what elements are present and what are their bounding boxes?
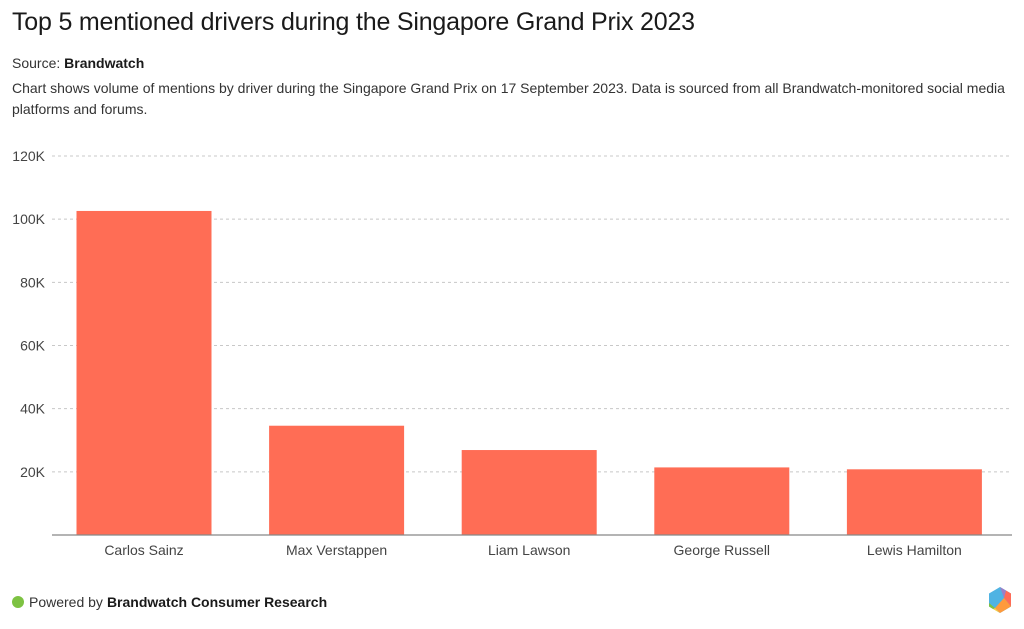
- y-tick-label: 120K: [12, 148, 45, 164]
- bar-chart: 20K 40K 60K 80K 100K 120K Carlos Sainz Max Ver…: [12, 148, 1012, 558]
- y-tick-label: 80K: [20, 274, 46, 290]
- bar-carlos-sainz[interactable]: [76, 210, 212, 535]
- status-dot-icon: [12, 596, 24, 608]
- powered-by-name: Brandwatch Consumer Research: [106, 594, 328, 610]
- bars: [76, 210, 982, 535]
- x-tick-label: Carlos Sainz: [104, 542, 183, 558]
- y-tick-label: 40K: [20, 401, 46, 417]
- y-tick-label: 60K: [20, 338, 46, 354]
- source-label: Source:: [12, 55, 61, 71]
- x-axis-labels: Carlos Sainz Max Verstappen Liam Lawson Geo…: [104, 542, 962, 558]
- x-tick-label: Lewis Hamilton: [867, 542, 962, 558]
- y-axis-ticks: 20K 40K 60K 80K 100K 120K: [12, 148, 45, 480]
- source-name: Brandwatch: [64, 55, 145, 71]
- x-tick-label: George Russell: [674, 542, 771, 558]
- y-tick-label: 100K: [12, 211, 45, 227]
- footer: Powered by Brandwatch Consumer Research: [12, 594, 327, 610]
- source-line: Source: Brandwatch: [12, 55, 144, 71]
- x-tick-label: Liam Lawson: [488, 542, 571, 558]
- chart-description: Chart shows volume of mentions by driver…: [12, 80, 1005, 117]
- bar-lewis-hamilton[interactable]: [846, 469, 982, 535]
- bar-max-verstappen[interactable]: [269, 425, 405, 535]
- bar-george-russell[interactable]: [654, 467, 790, 535]
- brandwatch-logo-icon: [989, 587, 1011, 613]
- bar-liam-lawson[interactable]: [461, 450, 597, 535]
- chart-title: Top 5 mentioned drivers during the Singa…: [12, 8, 695, 36]
- x-tick-label: Max Verstappen: [286, 542, 387, 558]
- powered-by-label: Powered by: [29, 594, 103, 610]
- y-tick-label: 20K: [20, 464, 46, 480]
